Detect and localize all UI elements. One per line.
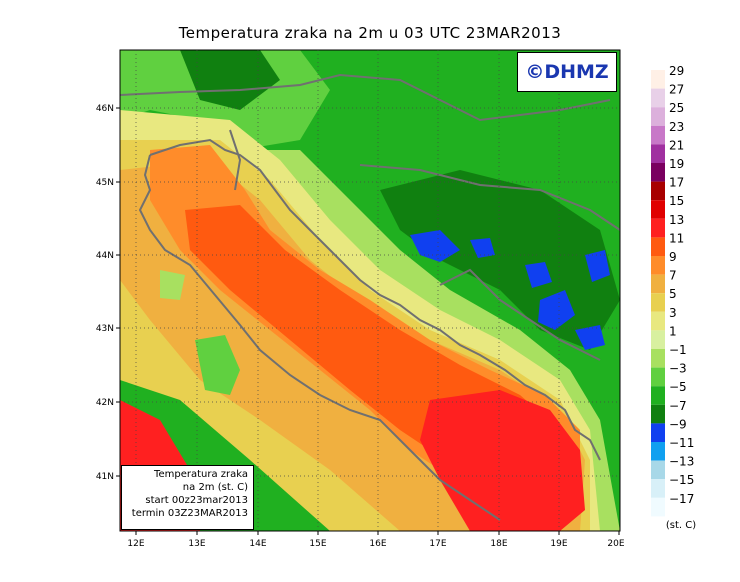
legend-swatch xyxy=(651,349,665,368)
lat-tick-42n: 42N xyxy=(96,398,114,408)
legend-label: 5 xyxy=(669,287,677,301)
lon-tick-12e: 12E xyxy=(127,539,144,549)
legend-swatch xyxy=(651,423,665,442)
legend-swatch xyxy=(651,386,665,405)
legend-swatch xyxy=(651,274,665,294)
legend-label: 23 xyxy=(669,120,684,134)
temperature-field xyxy=(120,50,620,531)
lat-tick-43n: 43N xyxy=(96,324,114,334)
legend-swatch xyxy=(651,497,665,517)
legend-label: −7 xyxy=(669,399,687,413)
lon-tick-15e: 15E xyxy=(309,539,326,549)
lon-tick-18e: 18E xyxy=(490,539,507,549)
legend-swatch xyxy=(651,404,665,424)
legend-swatch xyxy=(651,70,665,89)
color-legend: 29 27 25 23 21 19 17 15 13 11 9 7 5 3 1 −1 −3 −5 −7 −9 −11 −1… xyxy=(651,64,694,517)
legend-swatch xyxy=(651,293,665,312)
legend-label: −9 xyxy=(669,417,687,431)
lon-tick-16e: 16E xyxy=(369,539,386,549)
info-box: Temperatura zraka na 2m (st. C) start 00… xyxy=(121,465,254,530)
legend-label: 25 xyxy=(669,101,684,115)
info-line-termin: termin 03Z23MAR2013 xyxy=(131,508,248,519)
legend-swatch xyxy=(651,311,665,331)
graticule xyxy=(120,50,620,531)
info-line-units: na 2m (st. C) xyxy=(182,482,248,493)
legend-swatch xyxy=(651,442,665,461)
legend-swatch xyxy=(651,330,665,349)
dhmz-watermark: ©DHMZ xyxy=(517,52,617,92)
legend-swatch xyxy=(651,218,665,238)
lon-tick-14e: 14E xyxy=(249,539,266,549)
coastlines xyxy=(120,73,620,521)
lon-tick-17e: 17E xyxy=(429,539,446,549)
legend-swatch xyxy=(651,200,665,219)
lon-tick-20e: 20E xyxy=(607,539,624,549)
legend-swatch xyxy=(651,367,665,387)
legend-swatch xyxy=(651,181,665,201)
legend-swatch xyxy=(651,256,665,275)
plot-frame xyxy=(119,49,621,532)
legend-label: 1 xyxy=(669,324,677,338)
legend-label: 19 xyxy=(669,157,684,171)
legend-unit: (st. C) xyxy=(666,520,696,531)
legend-label: −13 xyxy=(669,455,694,469)
legend-swatch xyxy=(651,237,665,256)
legend-swatch xyxy=(651,460,665,480)
legend-label: 11 xyxy=(669,231,684,245)
legend-swatch xyxy=(651,163,665,182)
legend-label: 7 xyxy=(669,269,677,283)
legend-swatch xyxy=(651,107,665,126)
lat-tick-44n: 44N xyxy=(96,251,114,261)
legend-label: −17 xyxy=(669,492,694,506)
legend-label: 3 xyxy=(669,306,677,320)
lat-tick-41n: 41N xyxy=(96,472,114,482)
lon-tick-19e: 19E xyxy=(550,539,567,549)
legend-label: −11 xyxy=(669,436,694,450)
lat-tick-45n: 45N xyxy=(96,178,114,188)
legend-label: 17 xyxy=(669,176,684,190)
legend-label: 15 xyxy=(669,194,684,208)
legend-label: −5 xyxy=(669,380,687,394)
legend-label: 21 xyxy=(669,138,684,152)
lat-tick-46n: 46N xyxy=(96,104,114,114)
legend-label: −1 xyxy=(669,343,687,357)
info-line-variable: Temperatura zraka xyxy=(154,469,248,480)
lon-tick-13e: 13E xyxy=(188,539,205,549)
legend-swatch xyxy=(651,479,665,498)
legend-label: −15 xyxy=(669,473,694,487)
legend-label: 9 xyxy=(669,250,677,264)
legend-swatch xyxy=(651,88,665,108)
legend-swatch xyxy=(651,144,665,163)
legend-label: 13 xyxy=(669,213,684,227)
legend-swatch xyxy=(651,125,665,145)
info-line-start: start 00z23mar2013 xyxy=(145,495,248,506)
map-title: Temperatura zraka na 2m u 03 UTC 23MAR20… xyxy=(178,24,562,42)
legend-label: −3 xyxy=(669,362,687,376)
legend-label: 29 xyxy=(669,64,684,78)
legend-label: 27 xyxy=(669,83,684,97)
